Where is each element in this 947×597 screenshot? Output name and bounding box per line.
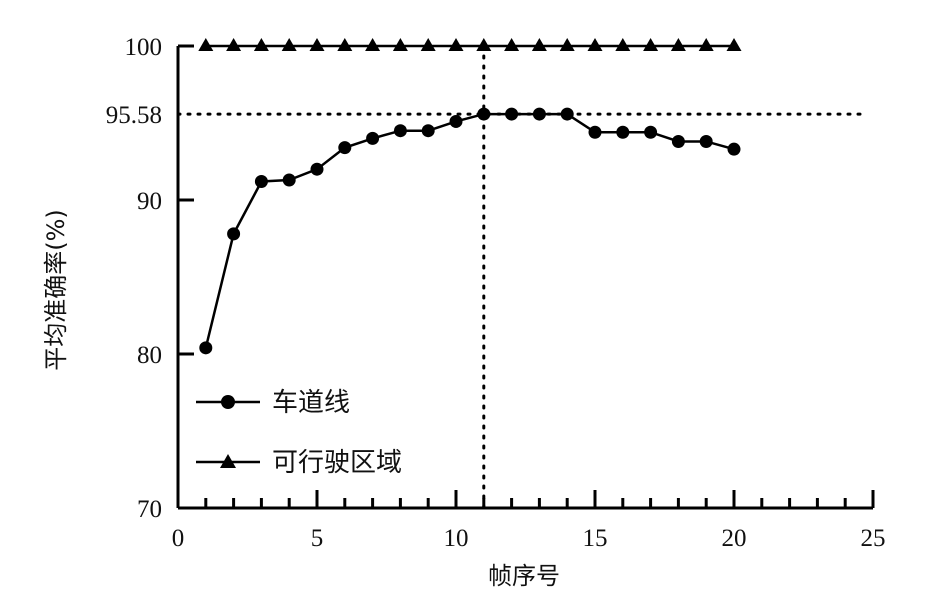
drivable-area-data-point [476, 38, 492, 51]
x-axis-title: 帧序号 [488, 562, 560, 590]
drivable-area-data-point [531, 38, 547, 51]
lane-data-point [699, 134, 713, 148]
drivable-area-data-point [253, 38, 269, 51]
legend-label-lane: 车道线 [272, 388, 350, 418]
lane-data-point [560, 107, 574, 121]
lane-data-point [366, 131, 380, 145]
lane-data-point [199, 341, 213, 355]
drivable-area-data-point [448, 38, 464, 51]
legend-label-drivable-area: 可行驶区域 [272, 448, 402, 478]
legend-triangle-marker [220, 454, 236, 468]
drivable-area-data-point [337, 38, 353, 51]
lane-data-point [727, 142, 741, 156]
drivable-area-data-point [587, 38, 603, 51]
drivable-area-data-point [615, 38, 631, 51]
lane-data-point [449, 114, 463, 128]
legend: 车道线 可行驶区域 [196, 388, 402, 478]
y-tick-label: 95.58 [106, 102, 162, 129]
legend-item-drivable-area: 可行驶区域 [196, 448, 402, 478]
tick-labels: 0 5 10 15 20 25 70 80 90 95.58 100 [106, 34, 886, 552]
drivable-area-data-point [559, 38, 575, 51]
lane-data-point [588, 125, 602, 139]
lane-data-point [254, 175, 268, 189]
lane-data-point [616, 125, 630, 139]
lane-data-point [393, 124, 407, 138]
series-lines [204, 44, 735, 349]
x-tick-label: 0 [172, 525, 185, 552]
drivable-area-data-point [365, 38, 381, 51]
drivable-area-data-point [698, 38, 714, 51]
lane-data-point [505, 107, 519, 121]
x-tick-label: 20 [722, 525, 747, 552]
y-tick-label: 100 [125, 34, 163, 61]
y-tick-label: 70 [137, 496, 162, 523]
axes [176, 44, 875, 510]
drivable-area-data-point [309, 38, 325, 51]
legend-item-lane: 车道线 [196, 388, 350, 418]
lane-data-point [644, 125, 658, 139]
x-tick-label: 10 [444, 525, 469, 552]
series-line-0 [204, 112, 735, 349]
series-markers [198, 38, 742, 355]
y-tick-label: 90 [137, 188, 162, 215]
x-tick-label: 15 [583, 525, 608, 552]
lane-data-point [477, 107, 491, 121]
drivable-area-data-point [643, 38, 659, 51]
lane-data-point [227, 227, 241, 241]
x-tick-label: 25 [861, 525, 886, 552]
drivable-area-data-point [726, 38, 742, 51]
lane-data-point [421, 124, 435, 138]
lane-data-point [282, 173, 296, 187]
lane-data-point [338, 141, 352, 155]
lane-data-point [532, 107, 546, 121]
lane-data-point [671, 134, 685, 148]
drivable-area-data-point [226, 38, 242, 51]
y-axis-title: 平均准确率(%) [42, 209, 70, 371]
drivable-area-data-point [420, 38, 436, 51]
drivable-area-data-point [281, 38, 297, 51]
drivable-area-data-point [198, 38, 214, 51]
drivable-area-data-point [504, 38, 520, 51]
drivable-area-data-point [670, 38, 686, 51]
drivable-area-data-point [392, 38, 408, 51]
x-tick-label: 5 [311, 525, 324, 552]
legend-circle-marker [221, 395, 235, 409]
y-tick-label: 80 [137, 342, 162, 369]
lane-data-point [310, 162, 324, 176]
